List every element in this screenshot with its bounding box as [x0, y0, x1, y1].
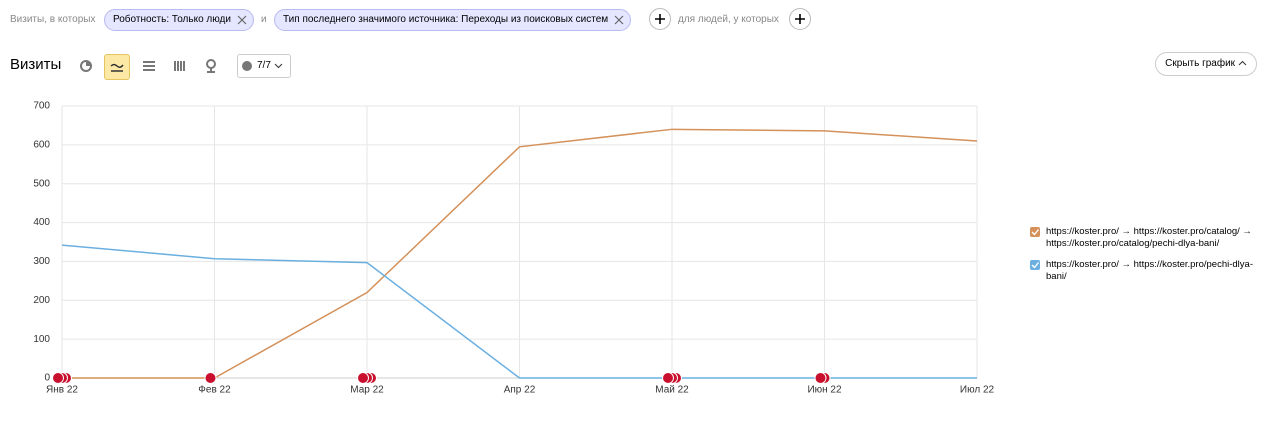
y-tick-label: 600 — [33, 139, 50, 150]
chevron — [1238, 60, 1247, 66]
map-icon[interactable] — [199, 54, 223, 78]
y-tick-label: 700 — [33, 101, 50, 112]
legend-checkbox[interactable] — [1030, 227, 1040, 237]
filter-chip[interactable]: Тип последнего значимого источника: Пере… — [274, 9, 632, 31]
legend: https://koster.pro/ → https://koster.pro… — [1030, 226, 1262, 292]
check — [1031, 229, 1040, 236]
y-tick-label: 0 — [44, 373, 50, 384]
x-tick-label: Июл 22 — [960, 385, 995, 396]
hide-chart-button[interactable]: Скрыть график — [1155, 52, 1257, 76]
y-tick-label: 400 — [33, 217, 50, 228]
legend-item[interactable]: https://koster.pro/ → https://koster.pro… — [1030, 259, 1262, 283]
report-title: Визиты — [10, 56, 62, 73]
annotations-count: 7/7 — [257, 60, 271, 71]
annotation-marker — [204, 372, 217, 384]
annotation-marker — [357, 372, 369, 384]
check — [1031, 262, 1040, 269]
x-tick-label: Янв 22 — [46, 385, 78, 396]
area-icon[interactable] — [137, 54, 161, 78]
filter-joiner: и — [261, 14, 267, 25]
annotation-marker — [814, 372, 827, 384]
annotation-marker — [662, 372, 674, 384]
annotations-button[interactable]: 7/7 — [237, 54, 291, 78]
x-tick-label: Мар 22 — [350, 385, 384, 396]
add-filter[interactable] — [789, 8, 811, 30]
legend-label: https://koster.pro/ → https://koster.pro… — [1046, 259, 1253, 282]
legend-item[interactable]: https://koster.pro/ → https://koster.pro… — [1030, 226, 1262, 250]
x-tick-label: Май 22 — [655, 385, 689, 396]
hide-chart-text: Скрыть график — [1165, 58, 1236, 69]
comment-icon — [242, 61, 252, 71]
filter-chip[interactable]: Роботность: Только люди — [104, 9, 254, 31]
add-filter[interactable] — [649, 8, 671, 30]
x-tick-label: Июн 22 — [807, 385, 842, 396]
pie-icon[interactable] — [74, 54, 98, 78]
filter-prefix: Визиты, в которых — [10, 14, 96, 25]
y-tick-label: 200 — [33, 295, 50, 306]
y-tick-label: 100 — [33, 334, 50, 345]
y-tick-label: 500 — [33, 178, 50, 189]
chart: 0 100 200 300 400 500 600 700 Янв 22 Фев 22 Мар 22… — [33, 101, 995, 396]
chevron — [274, 63, 283, 69]
annotation-marker — [52, 372, 64, 384]
y-tick-label: 300 — [33, 256, 50, 267]
chip-text: Роботность: Только люди — [113, 14, 231, 25]
legend-checkbox[interactable] — [1030, 260, 1040, 270]
line-icon[interactable] — [104, 54, 130, 80]
chip-text: Тип последнего значимого источника: Пере… — [283, 14, 609, 25]
x-tick-label: Апр 22 — [504, 385, 536, 396]
bars-icon[interactable] — [168, 54, 192, 78]
x-tick-label: Фев 22 — [198, 385, 231, 396]
chip-remove[interactable] — [614, 15, 624, 25]
chip-remove[interactable] — [237, 15, 247, 25]
legend-label: https://koster.pro/ → https://koster.pro… — [1046, 226, 1252, 249]
filter-people: для людей, у которых — [678, 14, 779, 25]
